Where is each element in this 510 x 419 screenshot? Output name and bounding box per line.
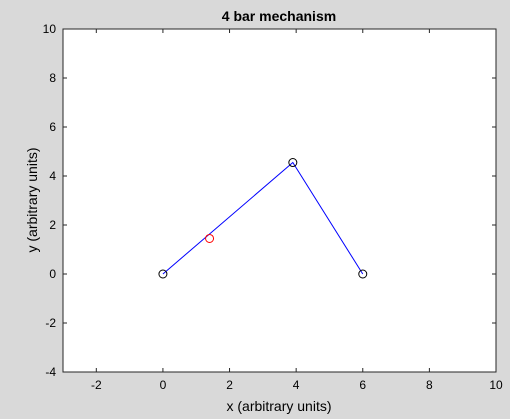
- joint-marker: [288, 158, 298, 168]
- red-point-marker: [205, 233, 215, 243]
- x-tick-label: -2: [91, 378, 102, 392]
- y-tick-label: 8: [49, 71, 56, 85]
- y-tick-label: 0: [49, 267, 56, 281]
- y-tick-label: 4: [49, 169, 56, 183]
- x-tick-label: 10: [489, 378, 503, 392]
- x-tick-label: 4: [293, 378, 300, 392]
- x-tick-label: 0: [160, 378, 167, 392]
- y-tick-label: 10: [43, 22, 57, 36]
- x-axis-label: x (arbitrary units): [226, 398, 331, 414]
- plot-area: [62, 28, 497, 373]
- x-tick-label: 2: [226, 378, 233, 392]
- x-tick-label: 6: [359, 378, 366, 392]
- y-axis-label: y (arbitrary units): [24, 147, 40, 252]
- joint-marker: [358, 269, 368, 279]
- y-tick-label: 6: [49, 120, 56, 134]
- y-tick-label: -4: [45, 365, 56, 379]
- chart-title: 4 bar mechanism: [222, 8, 336, 24]
- y-tick-label: -2: [45, 316, 56, 330]
- axis-ticks: -2 0 2 4 6 8 10 -4 -2 0 2 4 6 8 10: [43, 22, 503, 392]
- x-tick-label: 8: [426, 378, 433, 392]
- chart-marks: [158, 158, 368, 279]
- joint-marker: [158, 269, 168, 279]
- y-tick-label: 2: [49, 218, 56, 232]
